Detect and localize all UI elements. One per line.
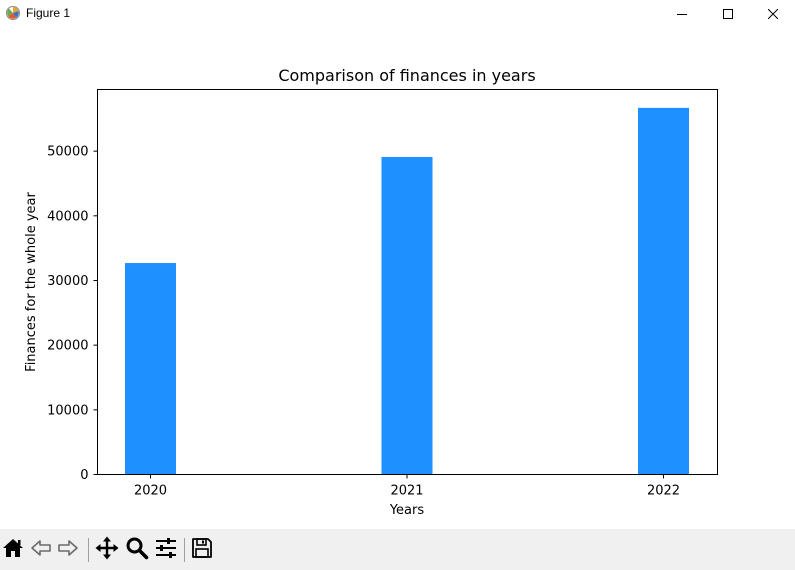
back-button[interactable] xyxy=(28,537,54,563)
x-tick-label: 2020 xyxy=(134,484,167,499)
zoom-icon xyxy=(125,536,149,564)
configure-subplots-button[interactable] xyxy=(153,537,179,563)
minimize-button[interactable] xyxy=(659,0,705,28)
y-tick-label: 10000 xyxy=(47,403,88,418)
title-bar: Figure 1 xyxy=(0,0,795,28)
bar-chart: Comparison of finances in years 0 10000 20… xyxy=(24,66,718,518)
y-tick-label: 50000 xyxy=(47,145,88,160)
close-icon xyxy=(768,9,778,19)
home-icon xyxy=(2,537,24,563)
bar-2021 xyxy=(381,156,433,475)
bars-group xyxy=(125,107,689,475)
save-icon xyxy=(191,537,213,563)
minimize-icon xyxy=(677,9,687,19)
y-axis-label: Finances for the whole year xyxy=(24,192,39,372)
bar-2022 xyxy=(638,107,689,475)
window-title: Figure 1 xyxy=(26,6,71,20)
save-button[interactable] xyxy=(189,537,215,563)
configure-subplots-icon xyxy=(154,536,178,564)
close-button[interactable] xyxy=(750,0,795,28)
x-axis: 2020 2021 2022 xyxy=(134,474,680,499)
matplotlib-app-icon xyxy=(5,5,21,21)
x-tick-label: 2022 xyxy=(647,484,680,499)
y-tick-label: 30000 xyxy=(47,274,88,289)
toolbar-separator xyxy=(184,538,185,562)
y-tick-label: 0 xyxy=(80,468,88,483)
navigation-toolbar xyxy=(0,529,795,570)
x-axis-label: Years xyxy=(389,503,425,518)
y-tick-label: 20000 xyxy=(47,339,88,354)
maximize-icon xyxy=(723,9,733,19)
pan-button[interactable] xyxy=(94,536,120,564)
chart-title: Comparison of finances in years xyxy=(278,66,535,85)
y-axis: 0 10000 20000 30000 40000 50000 xyxy=(47,145,98,483)
toolbar-separator xyxy=(88,538,89,562)
zoom-button[interactable] xyxy=(124,537,150,563)
forward-icon xyxy=(57,537,79,563)
back-icon xyxy=(30,537,52,563)
maximize-button[interactable] xyxy=(705,0,751,28)
figure-canvas[interactable]: Comparison of finances in years 0 10000 20… xyxy=(0,28,795,529)
pan-icon xyxy=(95,536,119,564)
bar-2020 xyxy=(125,263,176,475)
forward-button[interactable] xyxy=(55,537,81,563)
home-button[interactable] xyxy=(0,537,26,563)
y-tick-label: 40000 xyxy=(47,209,88,224)
x-tick-label: 2021 xyxy=(390,484,423,499)
